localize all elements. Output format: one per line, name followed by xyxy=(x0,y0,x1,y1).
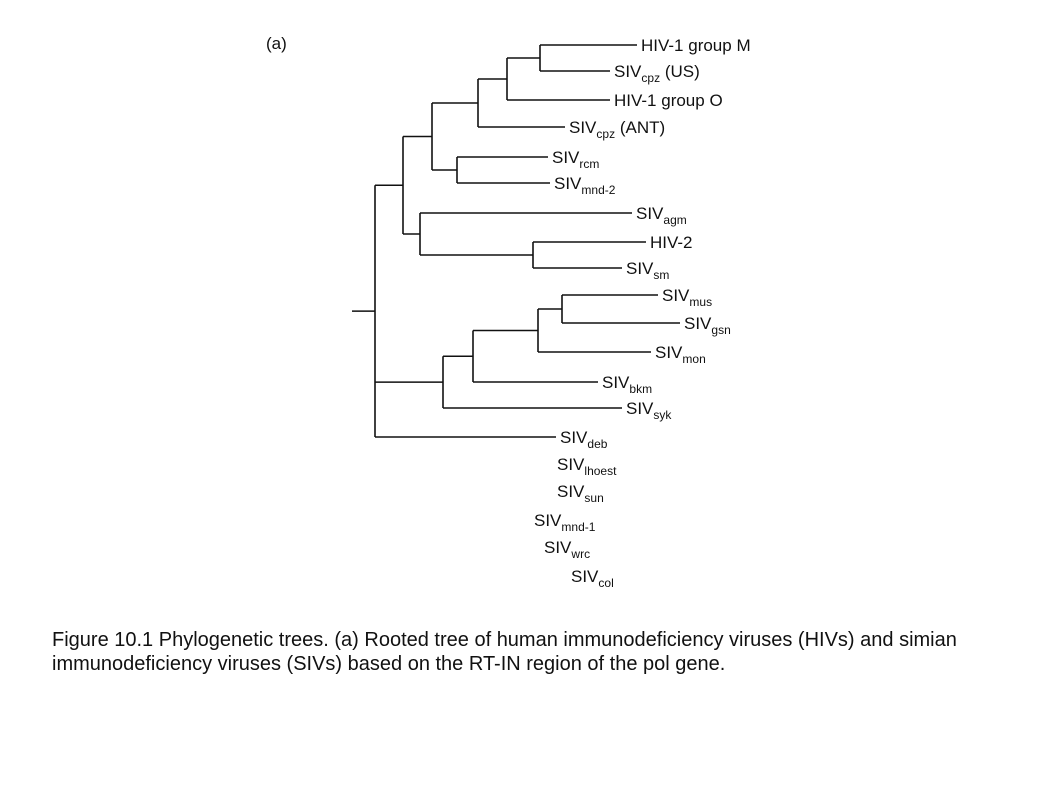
leaf-name: SIV xyxy=(569,118,597,137)
leaf-name: HIV-2 xyxy=(650,233,693,252)
leaf-label-13: SIVbkm xyxy=(602,373,652,396)
leaf-label-16: SIVlhoest xyxy=(557,455,617,478)
leaf-name: SIV xyxy=(552,148,580,167)
leaf-subscript: gsn xyxy=(711,323,730,337)
leaf-label-6: SIVmnd-2 xyxy=(554,174,616,197)
leaf-name: SIV xyxy=(557,455,585,474)
leaf-subscript: sun xyxy=(584,491,603,505)
leaf-subscript: wrc xyxy=(570,547,590,561)
leaf-label-14: SIVsyk xyxy=(626,399,672,422)
leaf-label-10: SIVmus xyxy=(662,286,712,309)
leaf-name: SIV xyxy=(602,373,630,392)
leaf-subscript: col xyxy=(598,576,613,590)
leaf-subscript: mnd-1 xyxy=(561,520,595,534)
panel-label: (a) xyxy=(266,34,287,53)
leaf-label-15: SIVdeb xyxy=(560,428,608,451)
leaf-label-3: HIV-1 group O xyxy=(614,91,723,110)
leaf-label-7: SIVagm xyxy=(636,204,687,227)
leaf-name: SIV xyxy=(554,174,582,193)
leaf-label-8: HIV-2 xyxy=(650,233,693,252)
leaf-subscript: syk xyxy=(653,408,672,422)
leaf-label-1: HIV-1 group M xyxy=(641,36,751,55)
leaf-name: HIV-1 group M xyxy=(641,36,751,55)
leaf-suffix: (ANT) xyxy=(615,118,665,137)
leaf-label-9: SIVsm xyxy=(626,259,669,282)
leaf-label-19: SIVwrc xyxy=(544,538,590,561)
leaf-subscript: cpz xyxy=(641,71,660,85)
leaf-name: SIV xyxy=(626,399,654,418)
leaf-label-20: SIVcol xyxy=(571,567,614,590)
leaf-name: SIV xyxy=(662,286,690,305)
leaf-name: SIV xyxy=(544,538,572,557)
leaf-name: SIV xyxy=(557,482,585,501)
leaf-name: HIV-1 group O xyxy=(614,91,723,110)
leaf-subscript: rcm xyxy=(579,157,599,171)
leaf-name: SIV xyxy=(614,62,642,81)
leaf-label-11: SIVgsn xyxy=(684,314,731,337)
leaf-label-18: SIVmnd-1 xyxy=(534,511,596,534)
leaf-label-5: SIVrcm xyxy=(552,148,599,171)
leaf-subscript: mnd-2 xyxy=(581,183,615,197)
leaf-name: SIV xyxy=(684,314,712,333)
leaf-label-4: SIVcpz (ANT) xyxy=(569,118,665,141)
leaf-label-2: SIVcpz (US) xyxy=(614,62,700,85)
leaf-subscript: lhoest xyxy=(584,464,617,478)
tree-branches xyxy=(352,44,680,438)
leaf-name: SIV xyxy=(534,511,562,530)
leaf-name: SIV xyxy=(560,428,588,447)
leaf-subscript: sm xyxy=(653,268,669,282)
leaf-name: SIV xyxy=(636,204,664,223)
leaf-name: SIV xyxy=(626,259,654,278)
leaf-subscript: mon xyxy=(682,352,705,366)
leaf-name: SIV xyxy=(655,343,683,362)
leaf-label-17: SIVsun xyxy=(557,482,604,505)
leaf-subscript: deb xyxy=(587,437,607,451)
leaf-subscript: agm xyxy=(663,213,686,227)
leaf-subscript: mus xyxy=(689,295,712,309)
leaf-suffix: (US) xyxy=(660,62,700,81)
figure-caption: Figure 10.1 Phylogenetic trees. (a) Root… xyxy=(52,629,957,675)
leaf-name: SIV xyxy=(571,567,599,586)
leaf-label-12: SIVmon xyxy=(655,343,706,366)
leaf-subscript: bkm xyxy=(629,382,652,396)
leaf-subscript: cpz xyxy=(596,127,615,141)
